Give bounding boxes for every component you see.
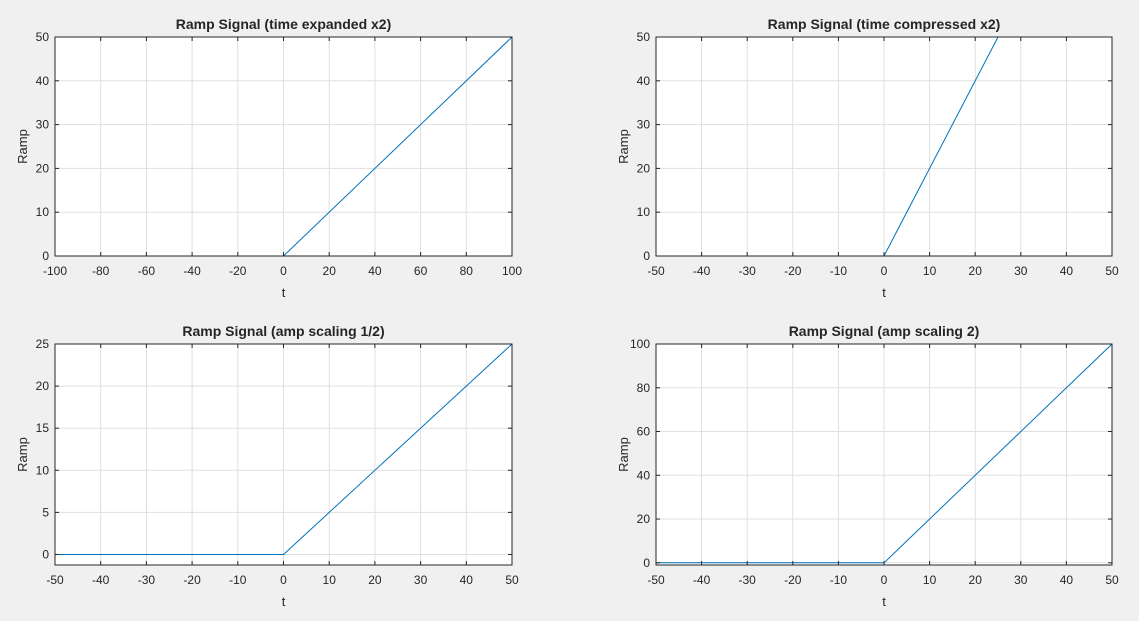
x-tick-label: 20 xyxy=(323,264,337,278)
x-tick-label: 20 xyxy=(969,264,983,278)
x-tick-label: -30 xyxy=(739,573,757,587)
chart-title: Ramp Signal (time expanded x2) xyxy=(176,16,392,32)
chart-title: Ramp Signal (time compressed x2) xyxy=(768,16,1001,32)
x-tick-label: 10 xyxy=(923,264,937,278)
x-tick-label: 40 xyxy=(368,264,382,278)
y-axis-label: Ramp xyxy=(15,437,30,472)
x-tick-label: -20 xyxy=(183,573,201,587)
y-tick-label: 50 xyxy=(637,30,651,44)
y-tick-label: 20 xyxy=(637,512,651,526)
y-tick-label: 0 xyxy=(643,249,650,263)
x-tick-label: -60 xyxy=(138,264,156,278)
series-line xyxy=(55,344,512,555)
subplot-bottom-left: -50 -40 -30 -20 -10 0 10 20 30 40 50 0 5 10 15 20 25 Ramp… xyxy=(15,323,519,609)
x-tick-label: 30 xyxy=(1014,264,1028,278)
x-tick-label: -100 xyxy=(43,264,67,278)
series-line xyxy=(55,37,512,256)
x-tick-label: -40 xyxy=(183,264,201,278)
x-tick-label: -40 xyxy=(92,573,110,587)
x-tick-label: -10 xyxy=(830,573,848,587)
x-tick-label: -10 xyxy=(830,264,848,278)
y-tick-label: 30 xyxy=(36,118,50,132)
x-tick-label: 10 xyxy=(923,573,937,587)
y-tick-label: 20 xyxy=(36,161,50,175)
x-tick-label: 20 xyxy=(368,573,382,587)
x-tick-label: -40 xyxy=(693,264,711,278)
x-tick-label: 10 xyxy=(323,573,337,587)
y-tick-label: 25 xyxy=(36,337,50,351)
x-axis-label: t xyxy=(882,285,886,300)
y-tick-label: 0 xyxy=(42,249,49,263)
x-axis-label: t xyxy=(282,285,286,300)
x-tick-label: -20 xyxy=(229,264,247,278)
x-tick-label: -20 xyxy=(784,573,802,587)
y-tick-label: 20 xyxy=(637,161,651,175)
x-tick-label: 40 xyxy=(460,573,474,587)
y-tick-label: 20 xyxy=(36,379,50,393)
x-tick-label: -30 xyxy=(138,573,156,587)
x-tick-label: 0 xyxy=(881,573,888,587)
x-tick-label: -30 xyxy=(739,264,757,278)
x-tick-label: 40 xyxy=(1060,264,1074,278)
y-axis-label: Ramp xyxy=(15,129,30,164)
y-tick-label: 60 xyxy=(637,425,651,439)
x-tick-label: 50 xyxy=(1105,264,1119,278)
x-tick-label: 100 xyxy=(502,264,522,278)
x-tick-label: 30 xyxy=(1014,573,1028,587)
x-tick-label: 80 xyxy=(460,264,474,278)
y-axis-label: Ramp xyxy=(616,129,631,164)
x-tick-label: -50 xyxy=(46,573,64,587)
y-tick-label: 50 xyxy=(36,30,50,44)
y-tick-label: 30 xyxy=(637,118,651,132)
x-tick-label: -20 xyxy=(784,264,802,278)
x-tick-label: 50 xyxy=(1105,573,1119,587)
chart-title: Ramp Signal (amp scaling 1/2) xyxy=(182,323,384,339)
y-tick-label: 10 xyxy=(36,463,50,477)
x-tick-label: 20 xyxy=(969,573,983,587)
y-tick-label: 15 xyxy=(36,421,50,435)
y-tick-label: 0 xyxy=(643,556,650,570)
y-tick-label: 40 xyxy=(637,74,651,88)
x-tick-label: 30 xyxy=(414,573,428,587)
x-axis-label: t xyxy=(282,594,286,609)
x-axis-label: t xyxy=(882,594,886,609)
x-tick-label: -50 xyxy=(647,264,665,278)
x-tick-label: 60 xyxy=(414,264,428,278)
x-tick-label: -10 xyxy=(229,573,247,587)
x-tick-label: 0 xyxy=(280,573,287,587)
subplot-top-left: -100 -80 -60 -40 -20 0 20 40 60 80 100 0 10 20 30 40 50 R… xyxy=(15,16,522,300)
x-tick-label: -80 xyxy=(92,264,110,278)
subplot-bottom-right: -50 -40 -30 -20 -10 0 10 20 30 40 50 0 20 40 60 80 100 Ra… xyxy=(616,323,1119,609)
series-line xyxy=(770,37,999,256)
y-tick-label: 0 xyxy=(42,547,49,561)
x-tick-label: 50 xyxy=(505,573,519,587)
x-tick-label: -40 xyxy=(693,573,711,587)
y-tick-label: 40 xyxy=(36,74,50,88)
subplot-top-right: -50 -40 -30 -20 -10 0 10 20 30 40 50 0 10 20 30 40 50 Ram… xyxy=(616,16,1119,300)
chart-title: Ramp Signal (amp scaling 2) xyxy=(789,323,980,339)
y-tick-label: 5 xyxy=(42,505,49,519)
y-axis-label: Ramp xyxy=(616,437,631,472)
y-tick-label: 100 xyxy=(630,337,650,351)
x-tick-label: 40 xyxy=(1060,573,1074,587)
x-tick-label: 0 xyxy=(280,264,287,278)
y-tick-label: 10 xyxy=(36,205,50,219)
y-tick-label: 80 xyxy=(637,381,651,395)
x-tick-label: -50 xyxy=(647,573,665,587)
y-tick-label: 40 xyxy=(637,468,651,482)
y-tick-label: 10 xyxy=(637,205,651,219)
x-tick-label: 0 xyxy=(881,264,888,278)
